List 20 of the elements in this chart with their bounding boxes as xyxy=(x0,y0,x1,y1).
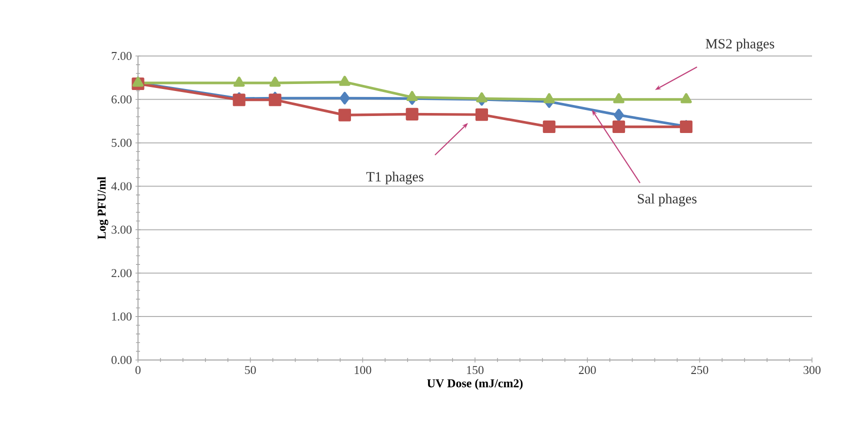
x-tick-label: 200 xyxy=(578,366,596,374)
y-axis-title: Log PFU/ml xyxy=(97,176,108,240)
y-tick-label: 7.00 xyxy=(112,52,132,60)
y-tick-label: 6.00 xyxy=(112,95,132,104)
y-tick-label: 3.00 xyxy=(112,226,132,234)
x-tick-label: 100 xyxy=(354,366,372,374)
x-tick-label: 150 xyxy=(467,366,484,374)
y-tick-label: 2.00 xyxy=(112,269,132,278)
x-tick-label: 50 xyxy=(245,366,256,374)
x-tick-label: 0 xyxy=(135,366,141,374)
y-tick-label: 1.00 xyxy=(112,312,132,321)
text: MS2 phages xyxy=(706,38,774,52)
y-tick-label: 4.00 xyxy=(111,182,132,190)
annotation: T1 phages xyxy=(366,172,424,184)
annotation: Sal phages xyxy=(638,194,697,206)
y-tick-label: 0.00 xyxy=(112,356,132,364)
x-axis-title: UV Dose (mJ/cm2) xyxy=(427,378,523,390)
x-tick-label: 300 xyxy=(804,366,821,374)
x-tick-label: 250 xyxy=(691,366,708,374)
y-tick-label: 5.00 xyxy=(112,138,132,147)
